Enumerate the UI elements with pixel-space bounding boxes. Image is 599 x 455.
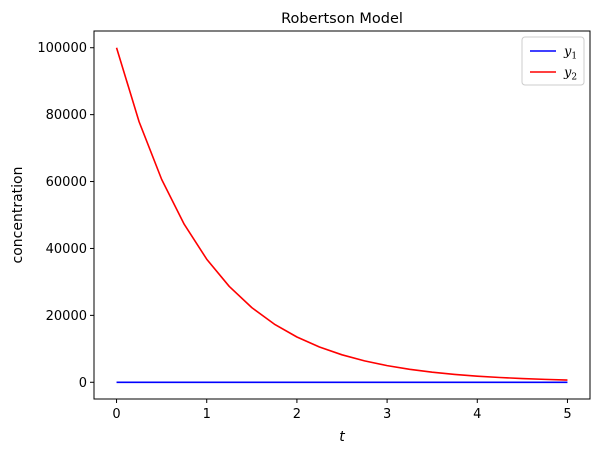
- plot-area: [115, 47, 568, 384]
- x-tick-label: 0: [112, 407, 120, 422]
- y-tick-label: 100000: [37, 41, 87, 56]
- x-tick-label: 4: [473, 407, 481, 422]
- x-tick-label: 5: [563, 407, 571, 422]
- y-axis-ticks: 0 20000 40000 60000 80000 100000: [37, 41, 94, 391]
- plot-frame: [93, 30, 591, 400]
- y-tick-label: 0: [79, 376, 87, 391]
- x-tick-label: 3: [383, 407, 391, 422]
- x-tick-label: 1: [203, 407, 211, 422]
- x-tick-label: 2: [293, 407, 301, 422]
- y-tick-label: 60000: [46, 175, 87, 190]
- chart-title: Robertson Model: [281, 11, 403, 27]
- y-tick-label: 80000: [46, 108, 87, 123]
- x-axis-title: t: [339, 429, 345, 445]
- legend-box: [521, 36, 585, 86]
- series-line-y2: [115, 47, 568, 381]
- x-axis-ticks: 0 1 2 3 4 5: [112, 399, 572, 422]
- legend-label: y1: [563, 45, 577, 62]
- y-tick-label: 40000: [46, 242, 87, 257]
- y-tick-label: 20000: [46, 309, 87, 324]
- y-axis-title: concentration: [10, 167, 26, 264]
- legend-label: y2: [563, 66, 577, 83]
